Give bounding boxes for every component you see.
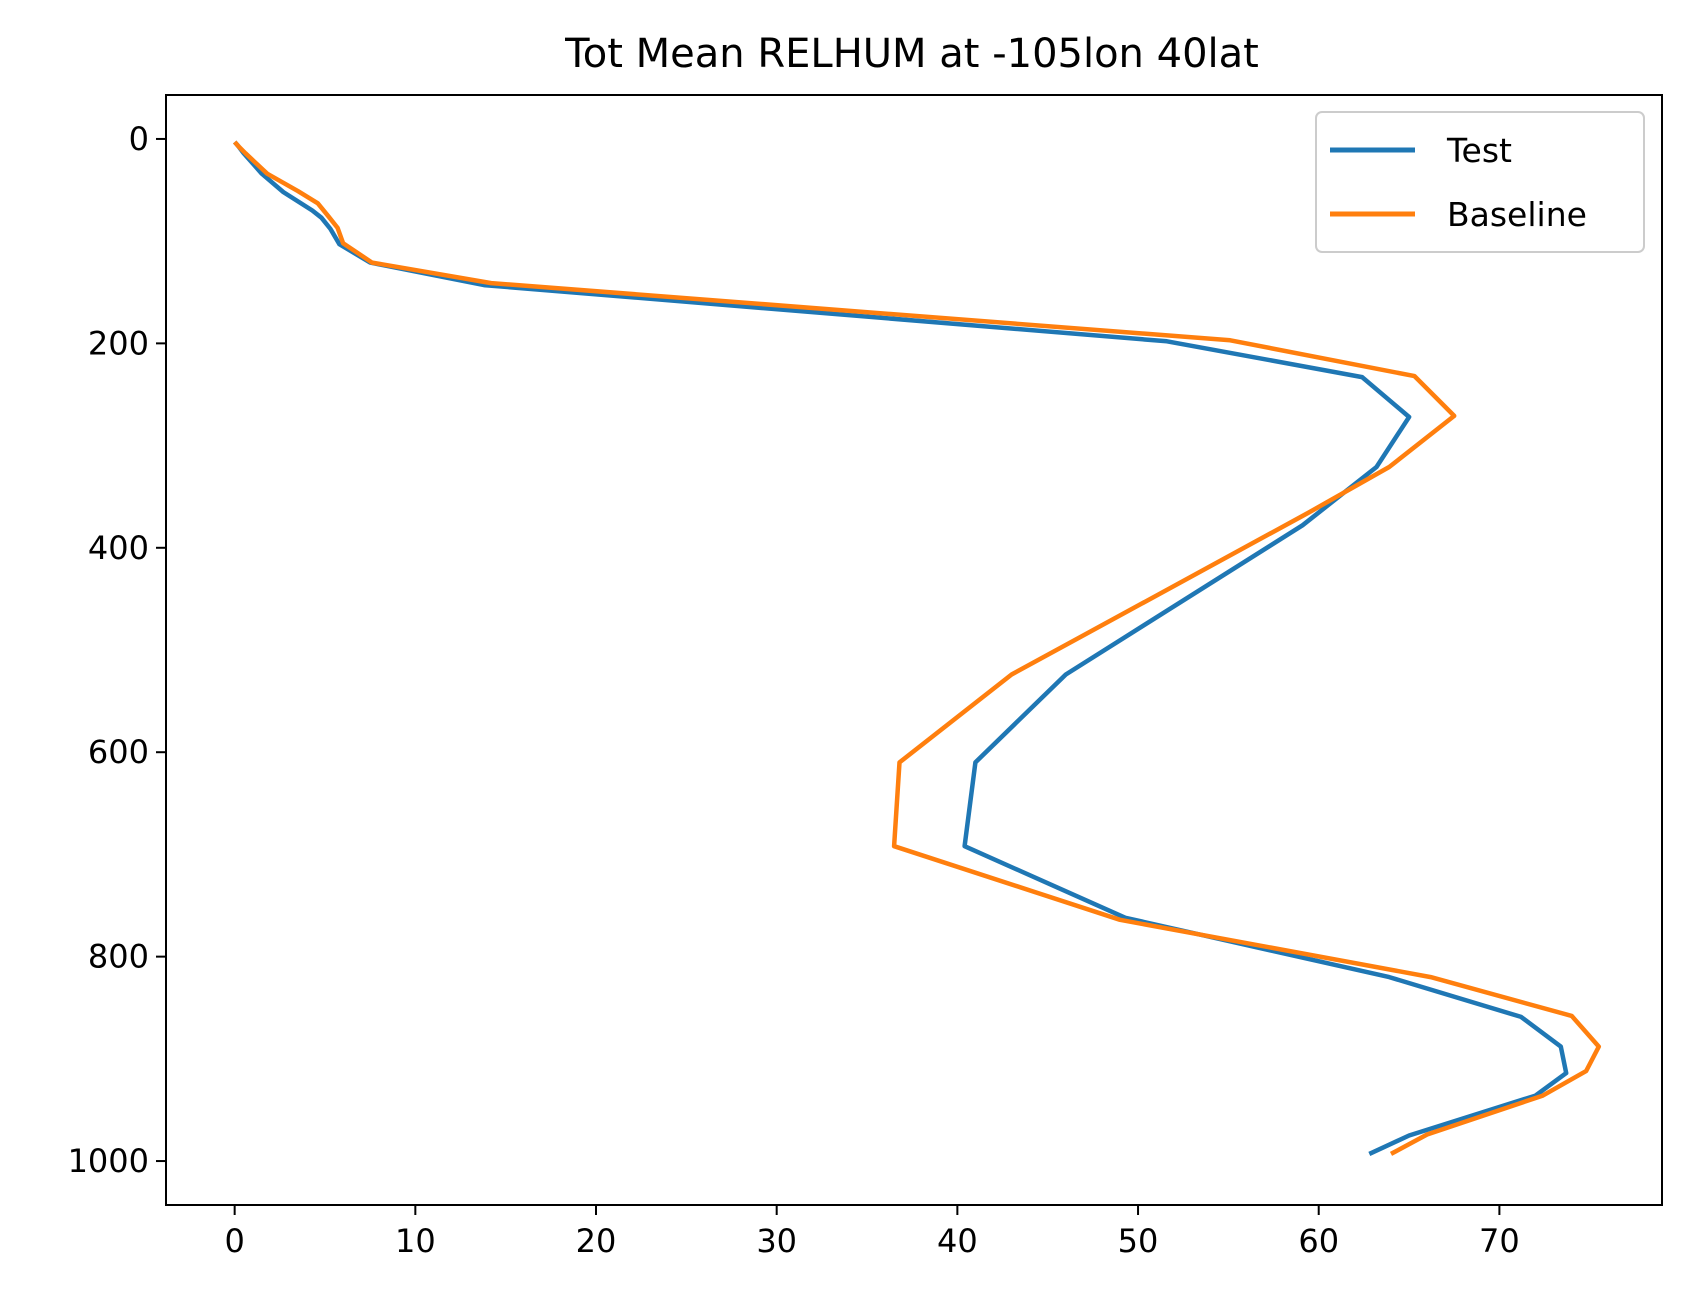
legend: Test Baseline <box>1315 111 1645 253</box>
y-tick-label: 1000 <box>68 1142 149 1180</box>
y-axis: 0 200 400 600 800 1000 <box>68 120 166 1180</box>
y-tick-label: 200 <box>88 324 149 362</box>
x-tick-label: 30 <box>756 1222 797 1260</box>
series-line-test <box>233 140 1569 1156</box>
legend-box <box>1315 111 1645 253</box>
legend-label-baseline: Baseline <box>1447 195 1587 234</box>
x-tick-label: 50 <box>1118 1222 1159 1260</box>
plot-lines <box>233 140 1602 1156</box>
y-tick-label: 400 <box>88 529 149 567</box>
x-tick-label: 40 <box>937 1222 978 1260</box>
y-tick-label: 600 <box>88 733 149 771</box>
chart-title: Tot Mean RELHUM at -105lon 40lat <box>564 31 1259 77</box>
x-tick-label: 10 <box>395 1222 436 1260</box>
y-tick-label: 0 <box>129 120 149 158</box>
x-tick-label: 60 <box>1298 1222 1339 1260</box>
legend-label-test: Test <box>1446 131 1512 170</box>
y-tick-label: 800 <box>88 938 149 976</box>
x-tick-label: 70 <box>1479 1222 1520 1260</box>
x-tick-label: 0 <box>224 1222 244 1260</box>
x-axis: 0 10 20 30 40 50 60 70 <box>224 1205 1520 1260</box>
x-tick-label: 20 <box>576 1222 617 1260</box>
plot-frame <box>165 94 1663 1206</box>
series-line-baseline <box>233 140 1602 1156</box>
